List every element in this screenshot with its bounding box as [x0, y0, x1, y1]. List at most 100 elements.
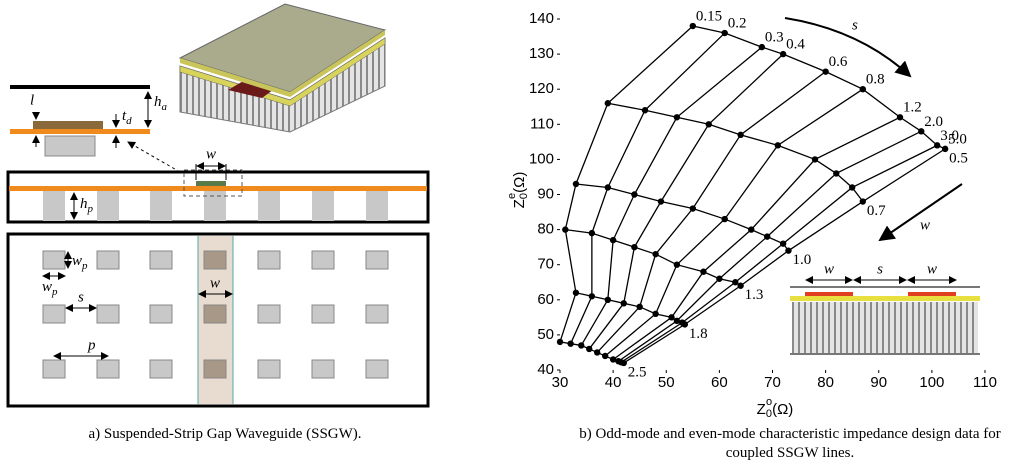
- point: [605, 100, 611, 106]
- inset-label: w: [927, 261, 937, 277]
- point: [690, 205, 696, 211]
- point: [674, 114, 680, 120]
- w-curve: [693, 26, 945, 149]
- point: [721, 216, 727, 222]
- point: [668, 314, 674, 320]
- base: w: [72, 253, 82, 269]
- x-tick-label: 50: [658, 374, 675, 391]
- point: [833, 170, 839, 176]
- w-label: 2.5: [628, 364, 647, 380]
- y-tick-label: 140: [529, 10, 554, 27]
- page: l td ha w hp wp wp s p w Z0e(Ω) Z0o(Ω) s…: [0, 0, 1028, 470]
- point: [631, 191, 637, 197]
- point: [589, 230, 595, 236]
- s-label: 0.6: [829, 54, 848, 70]
- point: [621, 300, 627, 306]
- point: [642, 107, 648, 113]
- point: [602, 353, 608, 359]
- base: h: [154, 94, 162, 110]
- point: [682, 321, 688, 327]
- label-ha: ha: [154, 94, 168, 112]
- point: [586, 346, 592, 352]
- inset-label: w: [824, 261, 834, 277]
- label-p: p: [87, 337, 96, 353]
- point: [775, 142, 781, 148]
- point: [860, 198, 866, 204]
- point: [737, 132, 743, 138]
- point: [567, 340, 573, 346]
- s-label: 1.2: [903, 100, 922, 116]
- x-tick-label: 40: [605, 374, 622, 391]
- y-tick-label: 110: [530, 115, 554, 132]
- y-tick-label: 70: [537, 256, 554, 273]
- s-label: 0.15: [696, 8, 722, 24]
- y-tick-label: 120: [529, 80, 554, 97]
- s-label: 5.0: [948, 131, 967, 147]
- y-axis-label: Z0e(Ω): [506, 172, 530, 209]
- y-tick-label: 90: [537, 185, 554, 202]
- caption: b) Odd-mode and even-mode characteristic…: [560, 425, 1020, 463]
- unit: (Ω): [772, 401, 793, 418]
- point: [652, 251, 658, 257]
- w-label: 1.0: [792, 252, 811, 268]
- iso-view: [180, 4, 385, 132]
- s-label: 0.2: [728, 15, 747, 31]
- s-curve: [589, 54, 783, 349]
- sub: a: [162, 101, 168, 113]
- point: [562, 226, 568, 232]
- sub: p: [51, 286, 58, 298]
- annotation-w: w: [920, 217, 930, 233]
- point: [764, 233, 770, 239]
- inset: w s w: [790, 261, 980, 355]
- point: [605, 184, 611, 190]
- x-tick-label: 30: [552, 374, 569, 391]
- point: [849, 184, 855, 190]
- point: [605, 297, 611, 303]
- w-label: 0.7: [867, 203, 886, 219]
- point: [652, 311, 658, 317]
- point: [785, 247, 791, 253]
- figure: l td ha w hp wp wp s p w Z0e(Ω) Z0o(Ω) s…: [0, 0, 1028, 470]
- point: [700, 269, 706, 275]
- label-w: w: [206, 146, 216, 162]
- base: Z: [511, 199, 528, 208]
- x-tick-label: 100: [919, 374, 944, 391]
- point: [610, 237, 616, 243]
- point: [557, 339, 563, 345]
- x-tick-label: 60: [711, 374, 728, 391]
- base: Z: [757, 401, 766, 418]
- side-view: w hp: [8, 146, 428, 222]
- y-tick-label: 40: [537, 361, 554, 378]
- label-w: w: [210, 275, 220, 291]
- point: [674, 262, 680, 268]
- point: [716, 276, 722, 282]
- point: [812, 156, 818, 162]
- y-tick-label: 100: [529, 150, 554, 167]
- point: [780, 240, 786, 246]
- s-label: 0.4: [786, 37, 805, 53]
- annotation-s: s: [852, 17, 858, 33]
- y-tick-label: 50: [537, 326, 554, 343]
- x-tick-label: 110: [973, 374, 997, 391]
- sub: 0: [766, 408, 772, 420]
- point: [578, 342, 584, 348]
- x-tick-label: 90: [870, 374, 887, 391]
- point: [631, 244, 637, 250]
- w-curve: [608, 103, 863, 201]
- w-label: 1.3: [745, 287, 764, 303]
- s-label: 0.3: [765, 30, 784, 46]
- point: [573, 290, 579, 296]
- sub: d: [126, 115, 132, 127]
- cross-section: l td ha: [10, 87, 180, 172]
- base: w: [42, 279, 52, 295]
- point: [732, 279, 738, 285]
- label-l: l: [30, 92, 34, 108]
- point: [636, 304, 642, 310]
- sub: p: [87, 203, 94, 215]
- y-tick-label: 130: [529, 45, 554, 62]
- s-label: 0.8: [866, 72, 885, 88]
- point: [594, 349, 600, 355]
- sub: 0: [518, 193, 530, 199]
- caption: a) Suspended-Strip Gap Waveguide (SSGW).: [10, 425, 440, 444]
